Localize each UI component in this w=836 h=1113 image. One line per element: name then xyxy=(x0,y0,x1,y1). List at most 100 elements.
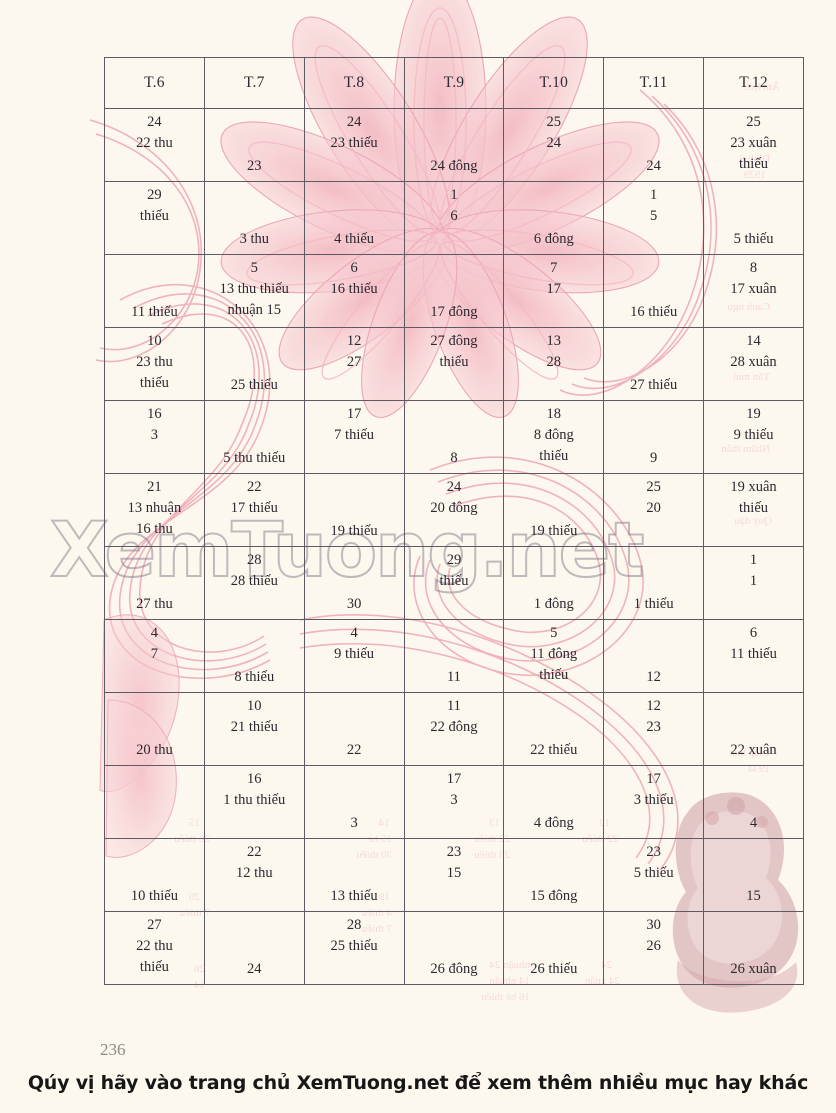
calendar-cell-line: 1 xyxy=(749,552,758,568)
calendar-cell-content: 7 17 xyxy=(504,258,603,300)
calendar-cell-line: 3 thu xyxy=(239,231,269,247)
calendar-cell-line: 7 xyxy=(150,646,159,662)
calendar-cell-content: 28 25 thiếu xyxy=(305,915,404,957)
calendar-cell-line: 12 xyxy=(646,669,661,685)
calendar-cell-line: 22 thiếu xyxy=(530,742,578,758)
calendar-cell: 4 xyxy=(703,765,804,839)
calendar-cell-content: 1 thiếu xyxy=(604,594,703,615)
calendar-cell-line: 27 xyxy=(147,917,162,933)
calendar-cell: 24 22 thu xyxy=(104,108,205,182)
calendar-cell-line: 19 xuân xyxy=(730,479,777,495)
calendar-cell-line: 4 đông xyxy=(533,815,574,831)
calendar-cell-line: 1 đông xyxy=(533,596,574,612)
column-header-t9: T.9 xyxy=(403,57,505,109)
calendar-cell-line: 17 đông xyxy=(430,304,478,320)
table-row: 21 13 nhuận 16 thu 22 17 thiếu 19 thiếu 24 20 đ… xyxy=(104,473,804,547)
calendar-cell-line: 22 xuân xyxy=(730,742,777,758)
calendar-cell: 25 23 xuân thiếu xyxy=(703,108,804,182)
calendar-cell-content: 10 21 thiếu xyxy=(205,696,304,738)
calendar-cell-content: 26 thiếu xyxy=(504,959,603,980)
calendar-cell-line: 20 xyxy=(646,500,661,516)
calendar-cell-line: 23 thiếu xyxy=(330,135,378,151)
calendar-cell: 5 thiếu xyxy=(703,181,804,255)
calendar-cell-line: 22 thu xyxy=(136,135,173,151)
calendar-cell-line: 17 thiếu xyxy=(230,500,278,516)
calendar-cell-line: 29 xyxy=(147,187,162,203)
calendar-cell-line: 1 xyxy=(650,187,658,203)
calendar-cell-content: 17 3 xyxy=(405,769,504,811)
calendar-cell-content: 5 11 đông thiếu xyxy=(504,623,603,686)
calendar-cell-line: 25 xyxy=(746,114,761,130)
calendar-cell-line: 9 thiếu xyxy=(334,646,375,662)
calendar-cell: 28 28 thiếu xyxy=(203,546,305,620)
footer-promo-note: Qúy vị hãy vào trang chủ XemTuong.net để… xyxy=(27,1072,809,1094)
calendar-cell-content: 4 thiếu xyxy=(305,229,404,250)
calendar-cell-line: 25 xyxy=(646,479,661,495)
calendar-cell-content: 10 23 thu thiếu xyxy=(105,331,204,394)
calendar-cell: 19 xuân thiếu xyxy=(703,473,804,547)
calendar-cell-content: 8 17 xuân xyxy=(704,258,803,300)
table-row: 24 22 thu 23 24 23 thiếu 24 đông 25 24 24 25 23 xu… xyxy=(104,108,804,182)
calendar-cell-line: 11 xyxy=(446,698,461,714)
table-row: 16 1 thu thiếu 3 17 3 4 đông 17 3 thiếu 4 xyxy=(104,765,804,839)
calendar-cell: 19 9 thiếu xyxy=(703,400,804,474)
column-header-t12: T.12 xyxy=(703,57,804,109)
calendar-cell: 25 thiếu xyxy=(203,327,305,401)
calendar-cell-line: 19 xyxy=(746,406,761,422)
calendar-cell-line: 15 đông xyxy=(530,888,578,904)
calendar-cell-line: thiếu xyxy=(539,667,569,683)
table-row: 16 3 5 thu thiếu 17 7 thiếu 8 18 8 đông thiếu 9 19… xyxy=(104,400,804,474)
table-row: 11 thiếu 5 13 thu thiếu nhuận 15 6 16 thiếu 17… xyxy=(104,254,804,328)
calendar-cell-content: 30 xyxy=(305,594,404,615)
column-header-t8: T.8 xyxy=(303,57,405,109)
calendar-cell: 13 28 xyxy=(503,327,605,401)
calendar-cell-content: 8 thiếu xyxy=(205,667,304,688)
calendar-cell: 10 21 thiếu xyxy=(203,692,305,766)
calendar-cell: 5 thu thiếu xyxy=(203,400,305,474)
calendar-cell: 27 thu xyxy=(104,546,205,620)
calendar-cell-content: 22 xuân xyxy=(704,740,803,761)
calendar-cell: 19 thiếu xyxy=(503,473,605,547)
calendar-cell: 24 20 đông xyxy=(403,473,505,547)
calendar-cell: 5 11 đông thiếu xyxy=(503,619,605,693)
calendar-cell-line: 28 xuân xyxy=(730,354,777,370)
calendar-cell-content: 24 22 thu xyxy=(105,112,204,154)
calendar-cell-content: 3 thu xyxy=(205,229,304,250)
calendar-cell-content: 24 đông xyxy=(405,156,504,177)
calendar-cell: 22 xuân xyxy=(703,692,804,766)
calendar-cell-line: 24 xyxy=(247,961,262,977)
calendar-cell-line: 6 xyxy=(749,625,758,641)
calendar-cell-line: 1 thiếu xyxy=(633,596,674,612)
calendar-cell-line: 8 xyxy=(450,450,458,466)
calendar-cell-line: 16 xyxy=(247,771,262,787)
calendar-cell-line: 28 thiếu xyxy=(230,573,278,589)
calendar-cell-line: thiếu xyxy=(439,573,469,589)
calendar-cell-line: 5 thiếu xyxy=(633,865,674,881)
calendar-cell-line: 22 xyxy=(247,844,262,860)
calendar-cell: 22 12 thu xyxy=(203,838,305,912)
calendar-cell-line: 6 xyxy=(450,208,458,224)
calendar-cell: 23 xyxy=(203,108,305,182)
calendar-cell-line: 24 xyxy=(446,479,462,495)
calendar-cell-content: 5 thu thiếu xyxy=(205,448,304,469)
calendar-cell-line: 13 xyxy=(546,333,562,349)
calendar-cell-content: 12 27 xyxy=(305,331,404,373)
calendar-cell-content: 28 28 thiếu xyxy=(205,550,304,592)
calendar-cell-content: 24 xyxy=(205,959,304,980)
calendar-cell: 24 xyxy=(203,911,305,985)
calendar-cell-content: 24 xyxy=(604,156,703,177)
calendar-cell-content: 6 đông xyxy=(504,229,603,250)
calendar-cell-content: 26 đông xyxy=(405,959,504,980)
calendar-cell-content: 30 26 xyxy=(604,915,703,957)
calendar-cell-line: 17 xyxy=(546,281,562,297)
calendar-cell-line: 18 xyxy=(546,406,562,422)
calendar-cell: 12 27 xyxy=(303,327,405,401)
column-header-t7: T.7 xyxy=(203,57,305,109)
calendar-cell: 11 22 đông xyxy=(403,692,505,766)
calendar-cell-line: 16 xyxy=(147,406,162,422)
calendar-cell-content: 27 thiếu xyxy=(604,375,703,396)
calendar-cell: 19 thiếu xyxy=(303,473,405,547)
calendar-cell-line: 28 xyxy=(346,917,362,933)
calendar-cell-line: 4 thiếu xyxy=(334,231,375,247)
